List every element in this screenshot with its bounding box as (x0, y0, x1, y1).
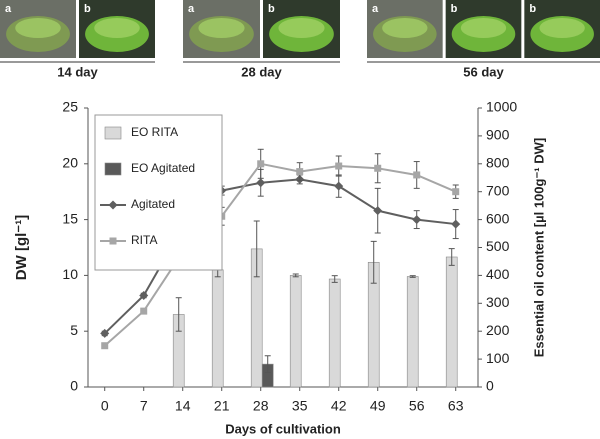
marker (373, 206, 383, 216)
photo-label: b (529, 3, 536, 15)
x-tick-label: 35 (292, 398, 308, 414)
photo-label: b (84, 3, 91, 15)
x-tick-label: 7 (140, 398, 148, 414)
y2-tick-label: 900 (486, 127, 510, 143)
photo-label: b (451, 3, 458, 15)
y2-tick-label: 300 (486, 294, 510, 310)
legend-swatch (104, 162, 122, 176)
x-tick-label: 49 (370, 398, 386, 414)
y2-tick-label: 200 (486, 322, 510, 338)
photo-moss-light (94, 18, 140, 38)
x-tick-label: 21 (214, 398, 230, 414)
photo-moss-light (460, 18, 507, 38)
photo-label: b (268, 3, 275, 15)
marker (374, 164, 382, 172)
marker (100, 328, 110, 338)
marker (256, 178, 266, 188)
bar (211, 269, 224, 388)
x-tick-label: 63 (448, 398, 464, 414)
y2-tick-label: 1000 (486, 99, 517, 115)
y2-tick-label: 700 (486, 182, 510, 198)
marker (139, 290, 149, 300)
x-tick-label: 28 (253, 398, 269, 414)
marker (334, 181, 344, 191)
legend-marker (109, 237, 117, 245)
y-tick-label: 0 (70, 378, 78, 394)
y2-tick-label: 100 (486, 350, 510, 366)
x-tick-label: 14 (175, 398, 191, 414)
photo-moss-light (278, 18, 325, 38)
photo-caption: 56 day (463, 64, 504, 79)
x-tick-label: 56 (409, 398, 425, 414)
y2-tick-label: 400 (486, 266, 510, 282)
y-tick-label: 5 (70, 322, 78, 338)
legend-swatch (104, 126, 122, 140)
photo-moss-light (198, 18, 245, 38)
y-axis-label: DW [gl⁻¹] (13, 215, 30, 280)
y2-tick-label: 0 (486, 378, 494, 394)
photo-moss-light (539, 18, 585, 38)
legend-label: RITA (131, 233, 157, 247)
bar (445, 256, 458, 388)
photo-label: a (188, 3, 195, 15)
legend-label: EO RITA (131, 125, 178, 139)
marker (413, 171, 421, 179)
photo-caption: 14 day (57, 64, 98, 79)
x-tick-label: 42 (331, 398, 347, 414)
y2-tick-label: 800 (486, 155, 510, 171)
marker (140, 307, 148, 315)
photo-label: a (372, 3, 379, 15)
photo-caption: 28 day (241, 64, 282, 79)
y2-tick-label: 600 (486, 210, 510, 226)
bar (328, 278, 341, 388)
bar (406, 276, 419, 388)
marker (296, 168, 304, 176)
legend-marker (108, 200, 118, 210)
marker (101, 342, 109, 350)
x-axis-label: Days of cultivation (225, 421, 341, 436)
marker (335, 162, 343, 170)
marker (451, 219, 461, 229)
y-tick-label: 20 (62, 155, 78, 171)
marker (452, 188, 460, 196)
legend-label: EO Agitated (131, 161, 195, 175)
photo-moss-light (382, 18, 428, 38)
y2-tick-label: 500 (486, 238, 510, 254)
photo-moss-light (15, 18, 61, 38)
bar (289, 275, 302, 388)
y2-axis-label: Essential oil content [µl 100g⁻¹ DW] (531, 138, 546, 358)
y-tick-label: 25 (62, 99, 78, 115)
line (104, 162, 457, 347)
x-tick-label: 0 (101, 398, 109, 414)
marker (412, 215, 422, 225)
y-tick-label: 15 (62, 210, 78, 226)
legend-label: Agitated (131, 197, 175, 211)
y-tick-label: 10 (62, 266, 78, 282)
photo-label: a (5, 3, 12, 15)
marker (257, 160, 265, 168)
